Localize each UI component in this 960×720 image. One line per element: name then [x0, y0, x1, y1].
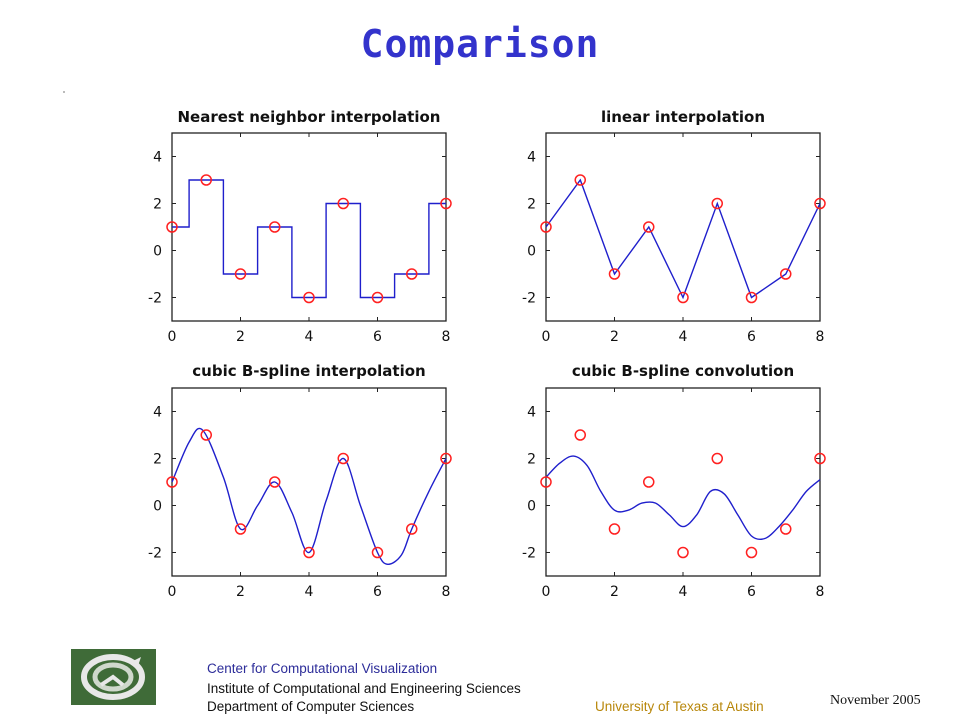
panel-1-title: Nearest neighbor interpolation	[178, 108, 441, 126]
panel-3-ytick-label: 0	[153, 499, 162, 515]
panel-4-title: cubic B-spline convolution	[572, 362, 794, 380]
panel-1-sample-point	[200, 174, 212, 186]
panel-3-title: cubic B-spline interpolation	[192, 362, 425, 380]
panel-3-xtick-label: 0	[168, 584, 177, 600]
panel-2-sample-point	[745, 291, 758, 304]
panel-2-xtick-label: 2	[610, 329, 619, 345]
footer-center-name: Center for Computational Visualization	[207, 661, 438, 676]
panel-3-xtick-label: 6	[373, 584, 382, 600]
panel-4-ytick-label: 0	[527, 499, 536, 515]
panel-3-xtick-label: 4	[305, 584, 314, 600]
panel-4-ytick-label: 4	[527, 405, 536, 421]
panel-3-ytick-label: 2	[153, 452, 162, 468]
panel-3-xtick-label: 8	[442, 584, 451, 600]
panel-4-sample-point	[540, 476, 552, 488]
panel-2-curve	[545, 178, 821, 300]
panel-2-sample-point	[780, 268, 792, 280]
panel-4-curve	[545, 455, 821, 541]
panel-4-xtick-label: 2	[610, 584, 619, 600]
panel-3-ytick-label: 4	[153, 405, 162, 421]
ccv-logo-icon	[71, 649, 156, 705]
footer-institute: Institute of Computational and Engineeri…	[207, 681, 521, 696]
panel-3-sample-point	[371, 546, 384, 559]
panel-1-xtick-label: 4	[305, 329, 314, 345]
panel-4-sample-point	[574, 429, 586, 441]
panel-1-sample-point	[371, 291, 384, 304]
panel-1-sample-point	[269, 221, 281, 233]
panel-1-curve	[172, 179, 446, 299]
panel-2-ytick-label: 0	[527, 244, 536, 260]
panel-3-sample-point	[166, 476, 178, 488]
panel-2-xtick-label: 0	[542, 329, 551, 345]
panel-2-sample-point	[711, 197, 723, 210]
panel-3-sample-point	[303, 546, 315, 559]
stray-dot	[63, 91, 65, 93]
panel-1-ytick-label: 4	[153, 150, 162, 166]
panel-1-sample-point	[166, 221, 178, 233]
panel-4-xtick-label: 8	[816, 584, 825, 600]
panel-4-sample-point	[677, 546, 689, 559]
panel-1-xtick-label: 6	[373, 329, 382, 345]
panel-4-sample-point	[814, 452, 826, 465]
panel-2-xtick-label: 4	[679, 329, 688, 345]
panel-1-sample-point	[303, 291, 315, 304]
footer-university: University of Texas at Austin	[595, 699, 764, 714]
panel-3-sample-point	[440, 452, 452, 465]
panel-4-sample-point	[643, 476, 655, 488]
panel-2-ytick-label: 2	[527, 197, 536, 213]
panel-1-sample-point	[234, 268, 247, 280]
panel-2-title: linear interpolation	[601, 108, 765, 126]
panel-4-sample-point	[711, 452, 723, 465]
panel-2-sample-point	[643, 221, 655, 233]
panel-3-sample-point	[406, 523, 418, 535]
panel-1-sample-point	[337, 197, 349, 210]
panel-1-sample-point	[440, 197, 452, 210]
panel-1-sample-point	[406, 268, 418, 280]
panel-3-sample-point	[234, 523, 247, 535]
panel-1-ytick-label: 0	[153, 244, 162, 260]
panel-2-sample-point	[574, 174, 586, 186]
panel-1-xtick-label: 0	[168, 329, 177, 345]
panel-4-sample-point	[608, 523, 621, 535]
panel-2-sample-point	[677, 291, 689, 304]
panel-4-xtick-label: 4	[679, 584, 688, 600]
panel-1-xtick-label: 2	[236, 329, 245, 345]
panel-4-sample-point	[745, 546, 758, 559]
panel-3-sample-point	[200, 429, 212, 441]
panel-2-ytick-label: -2	[522, 291, 536, 307]
panel-1-ytick-label: 2	[153, 197, 162, 213]
panel-4-ytick-label: 2	[527, 452, 536, 468]
panel-4-xtick-label: 6	[747, 584, 756, 600]
panel-3-ytick-label: -2	[148, 546, 162, 562]
panel-2-sample-point	[814, 197, 826, 210]
panel-4-xtick-label: 0	[542, 584, 551, 600]
panel-3-sample-point	[337, 452, 349, 465]
panel-1-ytick-label: -2	[148, 291, 162, 307]
panel-2-sample-point	[608, 268, 621, 280]
panel-1-xtick-label: 8	[442, 329, 451, 345]
footer-department: Department of Computer Sciences	[207, 699, 415, 714]
footer-date: November 2005	[830, 693, 921, 708]
panel-2-sample-point	[540, 221, 552, 233]
panel-4-ytick-label: -2	[522, 546, 536, 562]
panel-2-ytick-label: 4	[527, 150, 536, 166]
panel-2-xtick-label: 8	[816, 329, 825, 345]
ccv-logo	[71, 649, 156, 705]
panel-3-sample-point	[269, 476, 281, 488]
panel-3-curve	[171, 427, 447, 565]
plots-figure: Nearest neighbor interpolation 0 2 4 6 8 -2 0 2 4…	[148, 108, 826, 600]
panel-2-xtick-label: 6	[747, 329, 756, 345]
panel-3-xtick-label: 2	[236, 584, 245, 600]
panel-4-sample-point	[780, 523, 792, 535]
slide-title: Comparison	[360, 22, 600, 66]
